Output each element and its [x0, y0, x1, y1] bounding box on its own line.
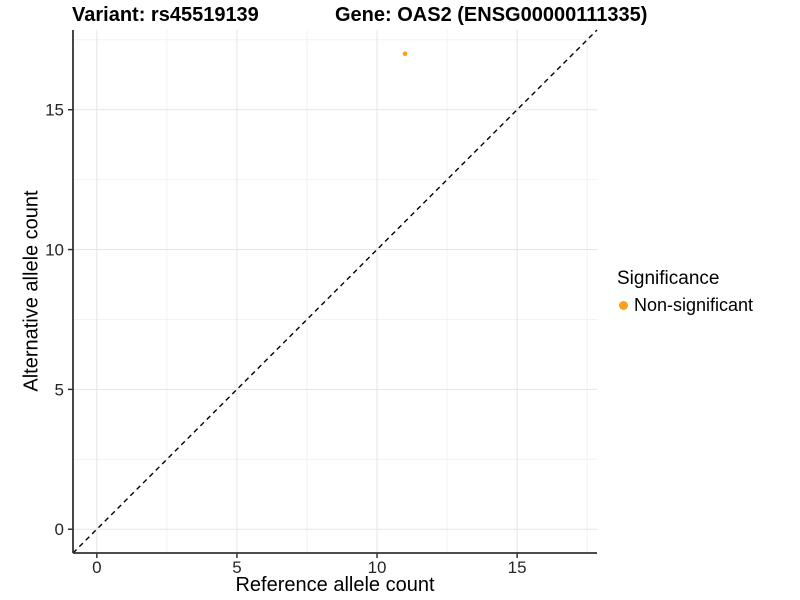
y-axis-tick-label: 0	[55, 520, 64, 539]
legend-title: Significance	[617, 268, 720, 289]
y-axis-title: Alternative allele count	[20, 190, 43, 392]
plot-title-gene: Gene: OAS2 (ENSG00000111335)	[335, 4, 648, 26]
x-axis-tick-label: 10	[368, 558, 387, 577]
y-axis-tick-label: 10	[45, 241, 64, 260]
identity-reference-line	[72, 29, 598, 554]
x-axis-tick-label: 0	[92, 558, 101, 577]
y-axis-tick-label: 5	[55, 380, 64, 399]
legend-point-icon	[619, 300, 628, 310]
plot-title-variant: Variant: rs45519139	[72, 4, 259, 26]
y-axis-tick-label: 15	[45, 101, 64, 120]
legend-entry-label: Non-significant	[634, 295, 754, 315]
x-axis-tick-label: 5	[232, 558, 241, 577]
data-point	[402, 51, 408, 57]
x-axis-tick-label: 15	[508, 558, 527, 577]
x-axis-title: Reference allele count	[235, 574, 435, 596]
legend-entry: Non-significant	[615, 295, 753, 315]
legend: Significance Non-significant	[615, 268, 753, 315]
